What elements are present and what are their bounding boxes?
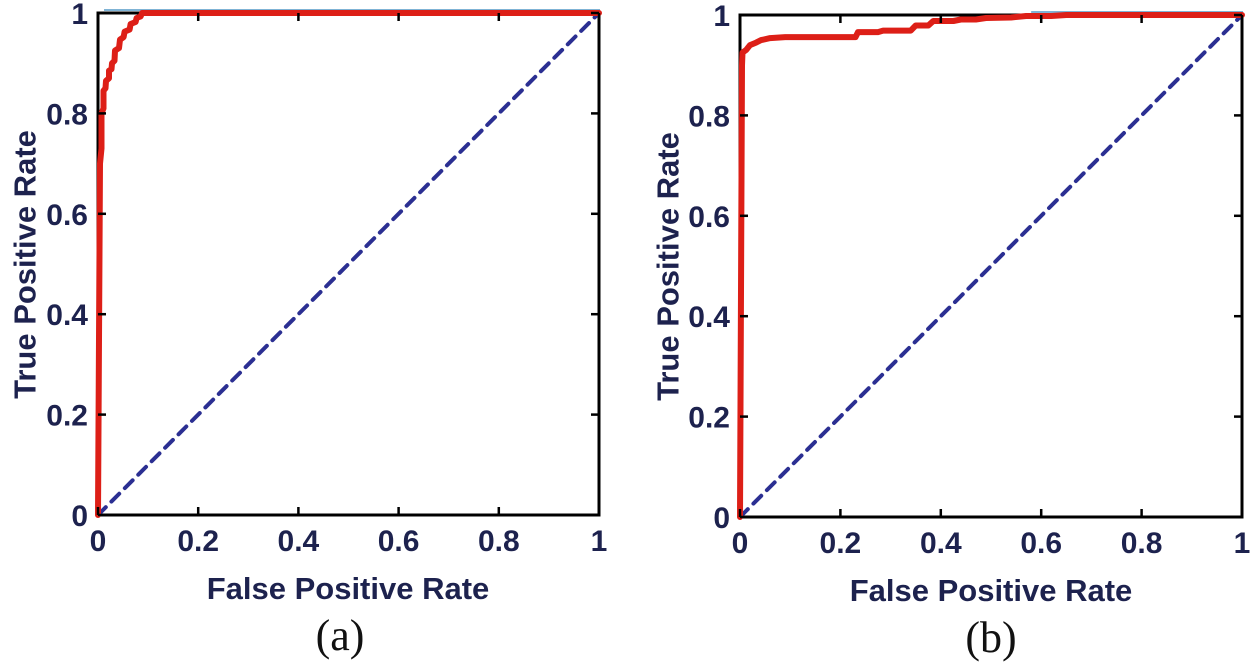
x-tick-label: 0.6: [378, 525, 420, 558]
roc-curve: [95, 10, 602, 518]
subfigure-caption-b: (b): [965, 613, 1017, 662]
y-tick-label: 0.6: [46, 199, 88, 232]
x-axis-label-b: False Positive Rate: [849, 573, 1133, 608]
x-tick-label: 0.8: [1121, 527, 1163, 560]
y-tick-label: 0.2: [688, 402, 730, 435]
roc-plot-b: 0 0.2 0.4 0.6 0.8 1 0 0.2 0.4 0.6 0.8 1: [688, 0, 1250, 560]
y-tick-label: 1: [71, 0, 88, 31]
roc-curve: [737, 12, 1245, 520]
tick-marks: [738, 13, 1244, 519]
x-tick-label: 0.6: [1020, 527, 1062, 560]
y-tick-label: 0: [71, 500, 88, 533]
x-tick-label: 0.2: [820, 527, 862, 560]
y-tick-label: 0.4: [688, 301, 730, 334]
tick-marks: [96, 11, 601, 517]
y-tick-label: 0.2: [46, 400, 88, 433]
y-axis-label-b: True Positive Rate: [650, 132, 686, 401]
chance-diagonal: [96, 11, 601, 517]
x-tick-label: 1: [591, 525, 608, 558]
x-axis-label-a: False Positive Rate: [206, 571, 490, 606]
roc-plot-a: 0 0.2 0.4 0.6 0.8 1 0 0.2 0.4 0.6 0.8 1: [46, 0, 607, 558]
y-tick-label: 1: [713, 0, 730, 33]
y-axis-label-a: True Positive Rate: [7, 130, 43, 399]
x-tick-label: 0.4: [278, 525, 320, 558]
chance-diagonal: [738, 13, 1244, 519]
x-tick-label: 0.8: [478, 525, 520, 558]
x-tick-label: 0: [90, 525, 107, 558]
subfigure-caption-a: (a): [315, 611, 365, 660]
y-tick-label: 0.6: [688, 201, 730, 234]
x-tick-label: 1: [1234, 527, 1251, 560]
y-tick-label: 0: [713, 502, 730, 535]
y-tick-label: 0.8: [688, 100, 730, 133]
y-tick-label: 0.8: [46, 98, 88, 131]
x-tick-label: 0: [732, 527, 749, 560]
y-tick-label: 0.4: [46, 299, 88, 332]
x-tick-label: 0.2: [177, 525, 219, 558]
x-tick-label: 0.4: [920, 527, 962, 560]
